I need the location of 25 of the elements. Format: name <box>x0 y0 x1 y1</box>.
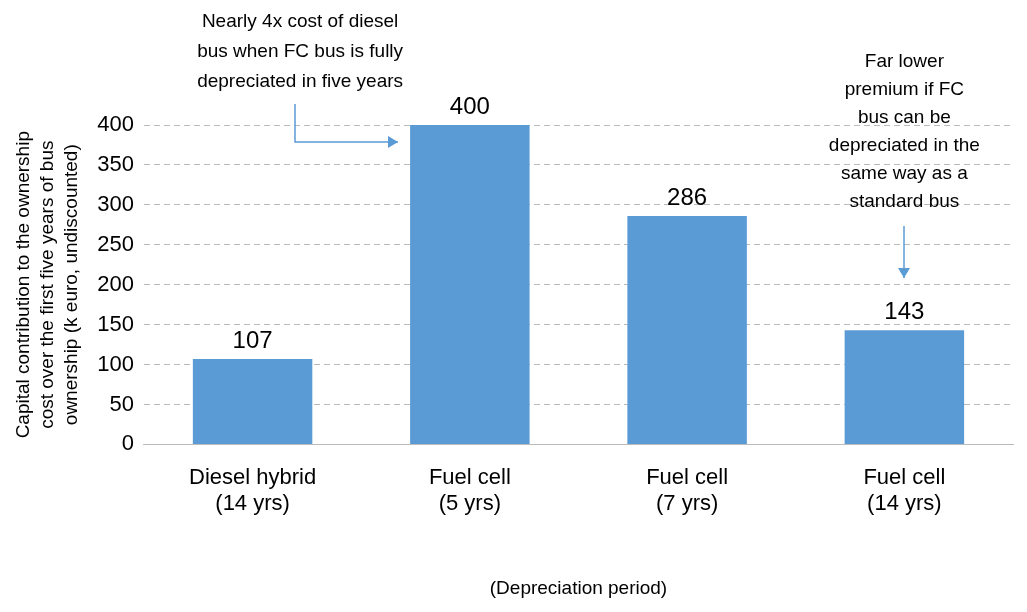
x-axis-title: (Depreciation period) <box>489 576 668 598</box>
y-tick-label: 300 <box>97 190 134 216</box>
y-tick-label: 250 <box>97 230 134 256</box>
annotation: Far lower premium if FC bus can be depreciated in the same way as a standard bus <box>828 50 980 212</box>
y-tick-label: 50 <box>109 390 134 416</box>
y-tick-label: 350 <box>97 150 134 176</box>
data-label: 107 <box>232 325 273 353</box>
x-tick-label: Diesel hybrid (14 yrs) <box>189 463 317 516</box>
y-tick-label: 200 <box>97 270 134 296</box>
x-tick-label: Fuel cell (14 yrs) <box>863 463 946 516</box>
text: Nearly 4x cost of diesel bus when FC bus is fully depreciated in five years <box>197 10 404 92</box>
x-tick-label: Fuel cell (7 yrs) <box>646 463 729 516</box>
data-label: 143 <box>884 296 925 324</box>
y-tick-label: 150 <box>97 310 134 336</box>
bar <box>844 330 965 444</box>
bar <box>627 216 747 444</box>
data-label: 400 <box>449 91 490 119</box>
bar <box>410 125 530 444</box>
y-tick-label: 0 <box>121 430 134 456</box>
y-tick-label: 100 <box>97 350 134 376</box>
y-tick-label: 400 <box>97 111 134 137</box>
y-axis-title: Capital contribution to the ownership cost over the first five years of bus ownership (k euro, undiscounted) <box>12 131 81 439</box>
bar <box>192 358 313 444</box>
x-tick-label: Fuel cell (5 yrs) <box>428 463 511 516</box>
data-label: 286 <box>667 182 708 210</box>
